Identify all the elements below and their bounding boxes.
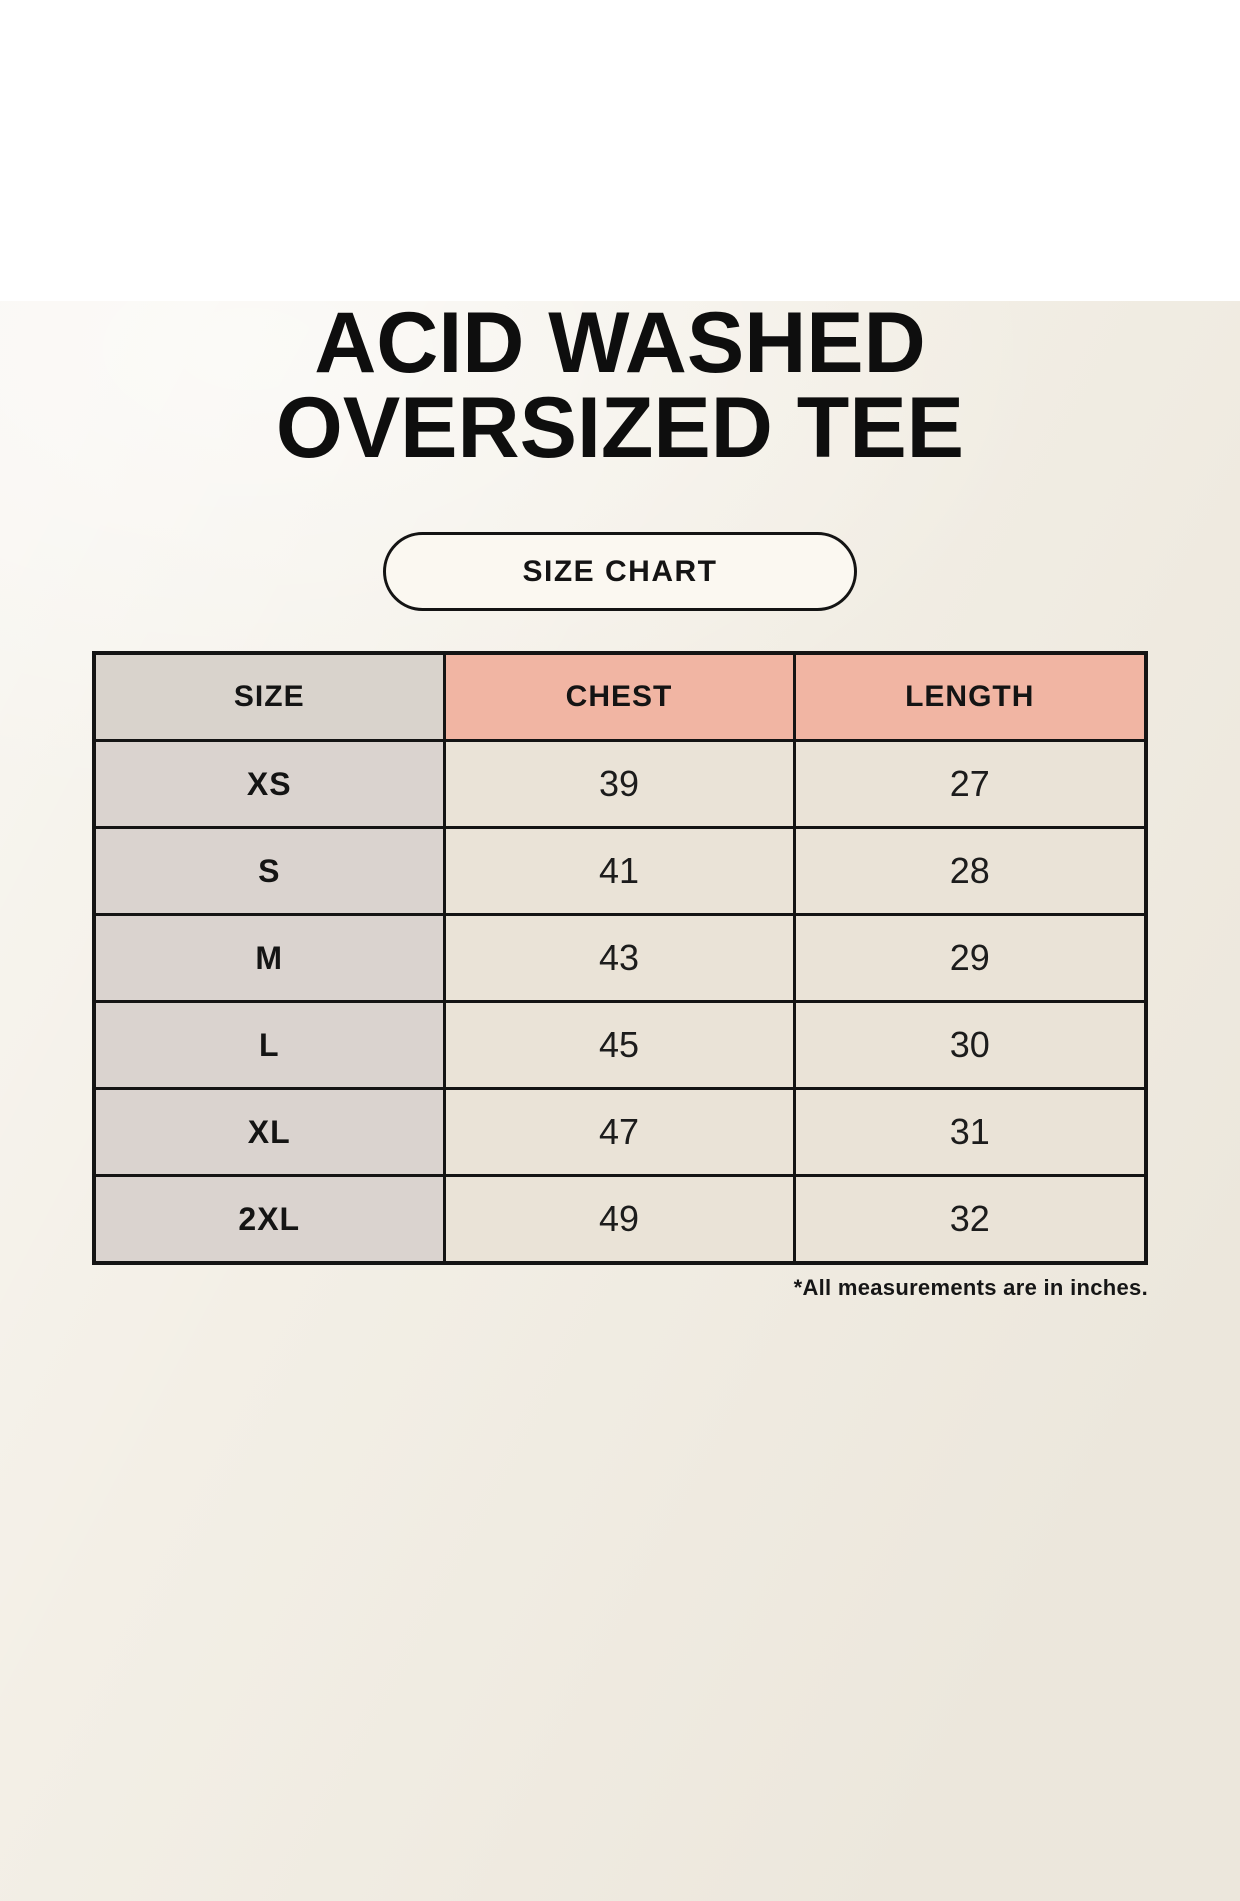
size-chart-button-label: SIZE CHART [522,554,718,588]
length-value-xs: 27 [792,739,1148,830]
table-row: M 43 29 [92,913,1148,1004]
chest-value-2xl: 49 [442,1174,796,1265]
chest-value-m: 43 [442,913,796,1004]
size-table: SIZE CHEST LENGTH XS 39 27 S 41 28 M [92,651,1148,1265]
row-label-s: S [92,826,446,917]
row-label-xl: XL [92,1087,446,1178]
chest-value-xs: 39 [442,739,796,830]
table-row: XL 47 31 [92,1087,1148,1178]
chest-value-l: 45 [442,1000,796,1091]
title-line-1: ACID WASHED [314,295,926,391]
header-cell-size: SIZE [92,651,446,743]
size-chart-button[interactable]: SIZE CHART [383,532,857,612]
table-row: 2XL 49 32 [92,1174,1148,1265]
table-row: XS 39 27 [92,739,1148,830]
length-value-s: 28 [792,826,1148,917]
row-label-xs: XS [92,739,446,830]
size-chart-graphic: ACID WASHED OVERSIZED TEE SIZE CHART SIZ… [0,295,1240,1901]
chest-value-s: 41 [442,826,796,917]
length-value-2xl: 32 [792,1174,1148,1265]
title-line-2: OVERSIZED TEE [275,379,965,476]
table-row: S 41 28 [92,826,1148,917]
length-value-m: 29 [792,913,1148,1004]
row-label-m: M [92,913,446,1004]
table-row: L 45 30 [92,1000,1148,1091]
header-cell-length: LENGTH [792,651,1148,743]
chest-value-xl: 47 [442,1087,796,1178]
page-title: ACID WASHED OVERSIZED TEE [0,295,1240,476]
measurements-note: *All measurements are in inches. [793,1274,1148,1300]
length-value-xl: 31 [792,1087,1148,1178]
header-cell-chest: CHEST [442,651,796,743]
length-value-l: 30 [792,1000,1148,1091]
row-label-2xl: 2XL [92,1174,446,1265]
table-header-row: SIZE CHEST LENGTH [92,651,1148,743]
size-table-container: SIZE CHEST LENGTH XS 39 27 S 41 28 M [92,651,1148,1265]
row-label-l: L [92,1000,446,1091]
